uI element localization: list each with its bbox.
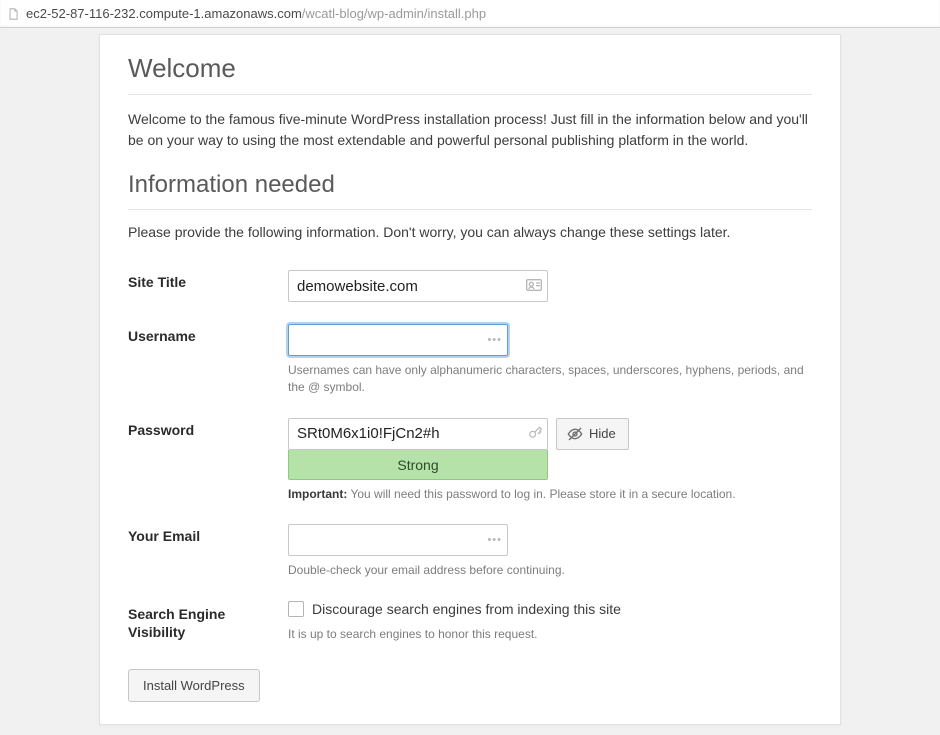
- site-title-input[interactable]: [288, 270, 548, 302]
- page-icon: [6, 7, 20, 21]
- password-input[interactable]: [288, 418, 548, 450]
- email-input[interactable]: [288, 524, 508, 556]
- username-hint: Usernames can have only alphanumeric cha…: [288, 362, 812, 396]
- eye-off-icon: [567, 426, 583, 442]
- password-hint: Important: You will need this password t…: [288, 486, 812, 503]
- username-input[interactable]: [288, 324, 508, 356]
- install-card: Welcome Welcome to the famous five-minut…: [99, 34, 841, 725]
- site-title-label: Site Title: [128, 262, 288, 316]
- email-hint: Double-check your email address before c…: [288, 562, 812, 579]
- info-paragraph: Please provide the following information…: [128, 224, 812, 240]
- username-label: Username: [128, 316, 288, 410]
- info-heading: Information needed: [128, 171, 812, 210]
- visibility-label: Search Engine Visibility: [128, 593, 288, 657]
- page-background: Welcome Welcome to the famous five-minut…: [0, 34, 940, 735]
- install-wordpress-button[interactable]: Install WordPress: [128, 669, 260, 702]
- visibility-checkbox-text: Discourage search engines from indexing …: [312, 601, 621, 617]
- welcome-heading: Welcome: [128, 53, 812, 95]
- password-strength-meter: Strong: [288, 450, 548, 480]
- password-label: Password: [128, 410, 288, 517]
- email-label: Your Email: [128, 516, 288, 593]
- install-form: Site Title: [128, 262, 812, 657]
- visibility-checkbox-label[interactable]: Discourage search engines from indexing …: [288, 601, 621, 617]
- url-text: ec2-52-87-116-232.compute-1.amazonaws.co…: [26, 6, 486, 21]
- visibility-checkbox[interactable]: [288, 601, 304, 617]
- browser-url-bar[interactable]: ec2-52-87-116-232.compute-1.amazonaws.co…: [0, 0, 940, 28]
- hide-password-button[interactable]: Hide: [556, 418, 629, 450]
- hide-password-label: Hide: [589, 426, 616, 441]
- visibility-hint: It is up to search engines to honor this…: [288, 626, 812, 643]
- welcome-paragraph: Welcome to the famous five-minute WordPr…: [128, 109, 812, 151]
